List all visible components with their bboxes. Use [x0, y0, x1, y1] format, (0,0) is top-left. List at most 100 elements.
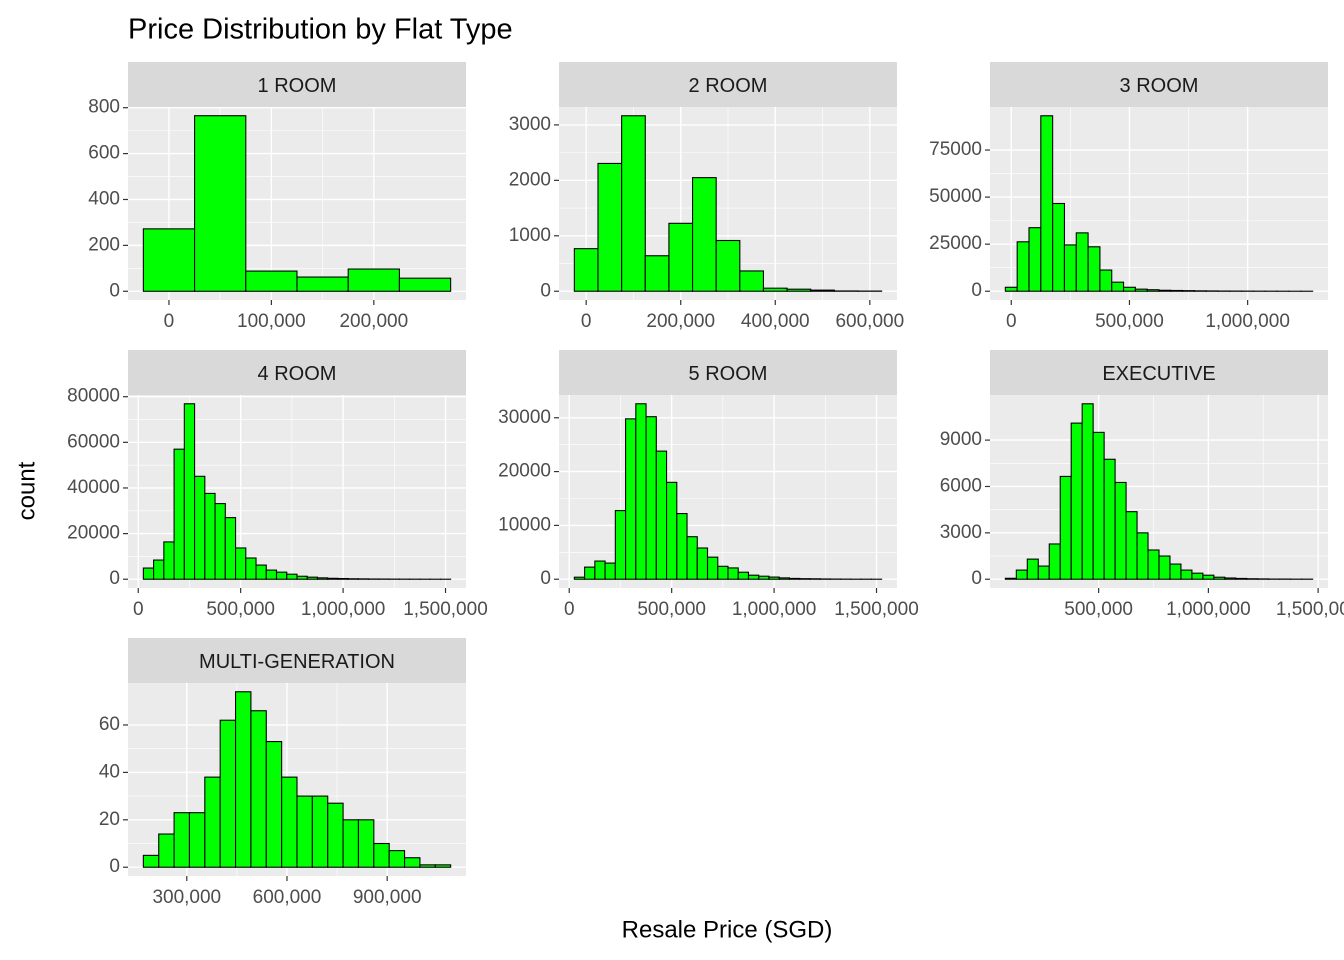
bar	[1191, 572, 1204, 580]
panel-background	[559, 395, 897, 588]
bar	[1099, 269, 1113, 292]
bar	[173, 812, 191, 868]
bar	[1213, 576, 1226, 580]
bar	[1075, 232, 1089, 292]
x-tick-label: 600,000	[835, 311, 904, 332]
y-tick-label: 40	[99, 761, 120, 782]
bar	[347, 268, 400, 292]
x-tick-label: 500,000	[206, 599, 275, 620]
x-tick-label: 1,500,000	[403, 599, 488, 620]
bar	[768, 576, 780, 580]
bar	[786, 288, 812, 292]
x-tick-label: 1,000,000	[1205, 311, 1290, 332]
x-tick-label: 500,000	[1095, 311, 1164, 332]
x-tick-label: 500,000	[1064, 599, 1133, 620]
strip	[128, 350, 466, 395]
y-tick-label: 20	[99, 809, 120, 830]
bar	[621, 115, 646, 292]
bar	[296, 575, 308, 580]
panel: 2 ROOM 0 1000 2000 3000 0 200,000 400,000 600,00…	[509, 62, 904, 332]
bar	[788, 577, 801, 580]
bar	[1182, 290, 1196, 292]
bar	[1070, 422, 1083, 580]
y-tick-label: 0	[109, 568, 120, 589]
bar	[398, 277, 452, 292]
bar	[153, 559, 165, 580]
bar	[1059, 475, 1072, 580]
bar	[1224, 577, 1237, 580]
bar	[778, 577, 791, 580]
bar	[311, 795, 329, 868]
bar	[142, 854, 160, 868]
y-tick-label: 0	[971, 280, 982, 301]
bar	[219, 719, 237, 868]
bar	[1146, 289, 1160, 292]
bar	[1202, 574, 1215, 580]
bar	[1015, 569, 1028, 580]
strip-label: 3 ROOM	[1120, 75, 1199, 97]
x-tick-label: 900,000	[353, 887, 422, 908]
bar	[327, 802, 344, 868]
panel: 5 ROOM 0 10000 20000 30000 0 500,000 1,000,000 1…	[498, 350, 919, 620]
panel: EXECUTIVE 0 3000 6000 9000 500,000 1,000,000 1,…	[940, 350, 1344, 620]
strip-label: EXECUTIVE	[1102, 363, 1215, 385]
bar	[281, 776, 298, 868]
bar	[614, 510, 627, 580]
bar	[1063, 244, 1077, 292]
bar	[696, 547, 709, 580]
x-tick-label: 0	[1006, 311, 1017, 332]
y-tick-label: 1000	[509, 225, 551, 246]
bar	[142, 567, 155, 580]
y-tick-label: 600	[88, 143, 120, 164]
bar	[194, 475, 206, 580]
bar	[645, 416, 657, 580]
bar	[691, 177, 717, 292]
strip	[559, 62, 897, 107]
bar	[799, 578, 811, 580]
y-tick-label: 0	[971, 568, 982, 589]
bar	[1170, 289, 1184, 292]
bar	[306, 576, 319, 580]
bar	[265, 741, 283, 868]
bar	[706, 556, 719, 580]
bar	[204, 492, 216, 580]
y-tick-label: 50000	[929, 186, 982, 207]
bar	[286, 573, 298, 580]
bar	[214, 503, 226, 580]
strip-label: 5 ROOM	[689, 363, 768, 385]
bar	[1026, 558, 1039, 580]
y-axis-label: count	[13, 461, 40, 520]
bar	[327, 577, 339, 580]
bar	[1092, 431, 1105, 580]
bar	[1147, 549, 1160, 580]
strip	[559, 350, 897, 395]
bar	[573, 576, 586, 580]
bar	[1111, 281, 1125, 292]
bar	[1134, 288, 1148, 292]
y-tick-label: 3000	[940, 522, 982, 543]
y-tick-label: 60	[99, 714, 120, 735]
y-tick-label: 200	[88, 234, 120, 255]
y-tick-label: 20000	[498, 461, 551, 482]
bar	[142, 228, 196, 292]
bar	[1040, 115, 1054, 292]
bar	[758, 575, 770, 580]
x-tick-label: 500,000	[637, 599, 706, 620]
panel: MULTI-GENERATION 0 20 40 60 300,000 600,000 900…	[99, 638, 466, 908]
bar	[739, 270, 765, 292]
bar	[1081, 403, 1094, 580]
y-tick-label: 10000	[498, 514, 551, 535]
bar	[337, 577, 349, 580]
bar	[419, 864, 436, 868]
bar	[1004, 577, 1017, 580]
bar	[255, 564, 267, 580]
bar	[1136, 532, 1149, 580]
bar	[1114, 481, 1127, 580]
bar	[715, 239, 741, 292]
bar	[158, 833, 175, 868]
y-tick-label: 9000	[940, 429, 982, 450]
x-tick-label: 400,000	[741, 311, 810, 332]
bar	[403, 857, 421, 868]
y-tick-label: 75000	[929, 139, 982, 160]
strip	[990, 350, 1328, 395]
